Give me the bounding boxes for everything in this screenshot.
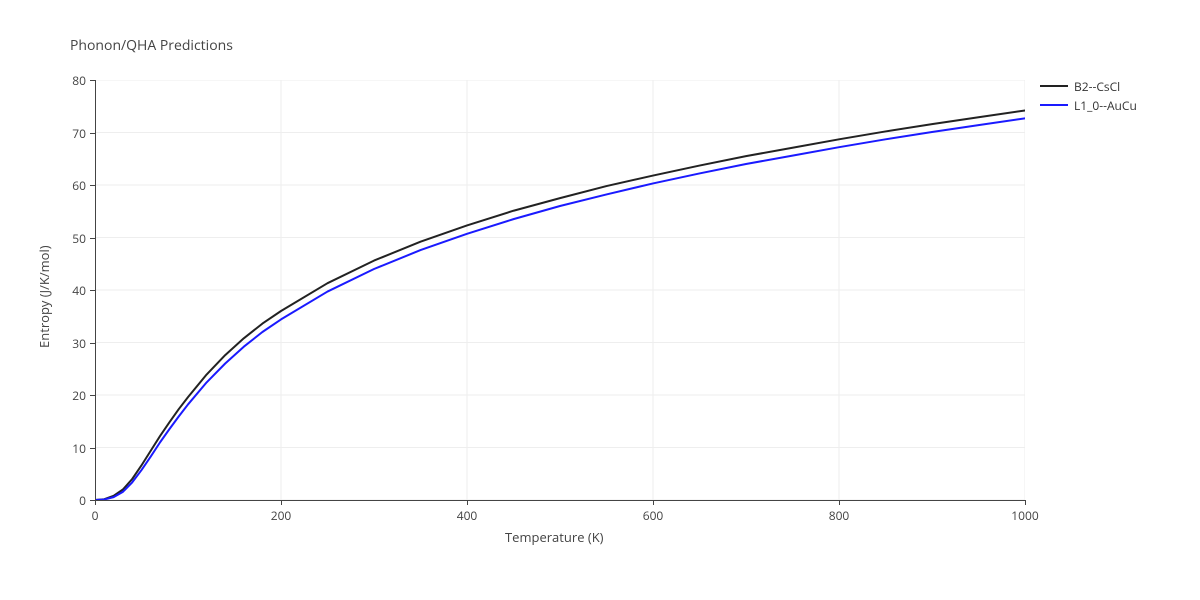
y-tick-label: 30 bbox=[72, 335, 86, 352]
x-tick-label: 200 bbox=[266, 507, 296, 524]
x-tick-label: 600 bbox=[638, 507, 668, 524]
x-tick-label: 800 bbox=[824, 507, 854, 524]
chart-title: Phonon/QHA Predictions bbox=[70, 36, 233, 55]
chart-container: { "chart": { "type": "line", "title": "P… bbox=[0, 0, 1200, 600]
legend-item[interactable]: L1_0--AuCu bbox=[1040, 97, 1137, 113]
legend-item[interactable]: B2--CsCl bbox=[1040, 78, 1137, 94]
x-tick-label: 1000 bbox=[1010, 507, 1040, 524]
y-tick-label: 10 bbox=[72, 440, 86, 457]
plot-area[interactable] bbox=[95, 80, 1025, 500]
legend-swatch bbox=[1040, 85, 1068, 87]
y-axis-label: Entropy (J/K/mol) bbox=[35, 245, 53, 348]
y-tick-label: 60 bbox=[72, 177, 86, 194]
y-tick-label: 50 bbox=[72, 230, 86, 247]
plot-svg bbox=[95, 80, 1025, 500]
x-tick bbox=[1025, 500, 1026, 505]
y-tick-label: 20 bbox=[72, 387, 86, 404]
x-axis-line bbox=[95, 500, 1025, 501]
x-axis-label: Temperature (K) bbox=[505, 528, 604, 546]
x-tick-label: 0 bbox=[80, 507, 110, 524]
y-axis-line bbox=[95, 80, 96, 500]
y-tick-label: 70 bbox=[72, 125, 86, 142]
x-tick-label: 400 bbox=[452, 507, 482, 524]
y-tick-label: 40 bbox=[72, 282, 86, 299]
legend-label: L1_0--AuCu bbox=[1074, 97, 1137, 114]
legend-swatch bbox=[1040, 104, 1068, 106]
legend-label: B2--CsCl bbox=[1074, 78, 1120, 95]
y-tick-label: 80 bbox=[72, 72, 86, 89]
y-tick-label: 0 bbox=[79, 492, 86, 509]
legend[interactable]: B2--CsCl L1_0--AuCu bbox=[1040, 78, 1137, 116]
